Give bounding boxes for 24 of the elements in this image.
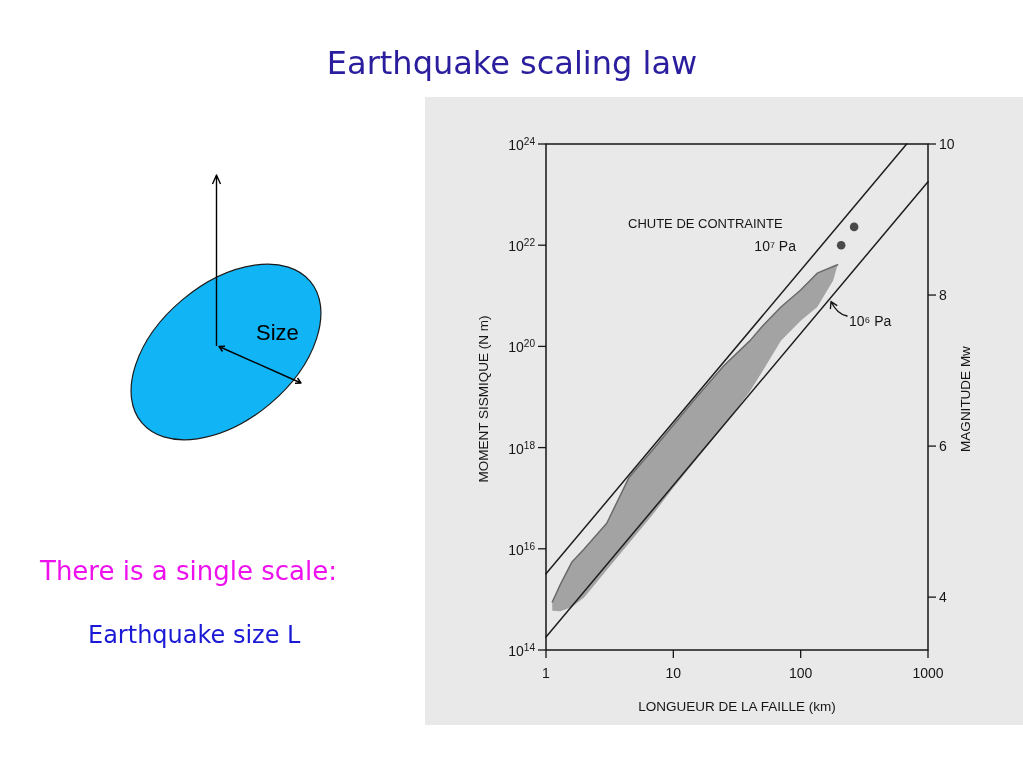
y-tick-label: 10$^{24}$ [508, 135, 536, 153]
y-tick-label: 10$^{22}$ [508, 236, 536, 255]
y2-tick-label: 8 [939, 287, 947, 304]
legend-label: 10⁶ Pa [849, 313, 892, 329]
annotation: CHUTE DE CONTRAINTE [628, 216, 783, 231]
text: There is a single scale: [39, 556, 337, 586]
y-tick-label: 10$^{20}$ [508, 337, 536, 356]
x-axis-title: LONGUEUR DE LA FAILLE (km) [638, 699, 836, 714]
y2-tick-label: 10 [939, 136, 955, 152]
series-label: 10⁷ Pa [754, 238, 797, 254]
y2-axis-title: MAGNITUDE Mw [958, 345, 973, 452]
y2-tick-label: 4 [939, 589, 947, 606]
x-tick-label: 1000 [912, 665, 944, 681]
y-axis-title: MOMENT SISMIQUE (N m) [476, 315, 491, 483]
text: Size [256, 320, 299, 345]
y-tick-label: 10$^{16}$ [508, 540, 536, 558]
x-tick-label: 10 [665, 665, 682, 681]
text: Earthquake size L [88, 621, 302, 649]
y-tick-label: 10$^{18}$ [508, 439, 536, 457]
chart-title: Earthquake scaling law [326, 44, 698, 82]
x-tick-label: 1 [542, 665, 551, 681]
y-tick-label: 10$^{14}$ [508, 641, 536, 659]
x-tick-label: 100 [788, 665, 813, 681]
y2-tick-label: 6 [939, 438, 947, 455]
